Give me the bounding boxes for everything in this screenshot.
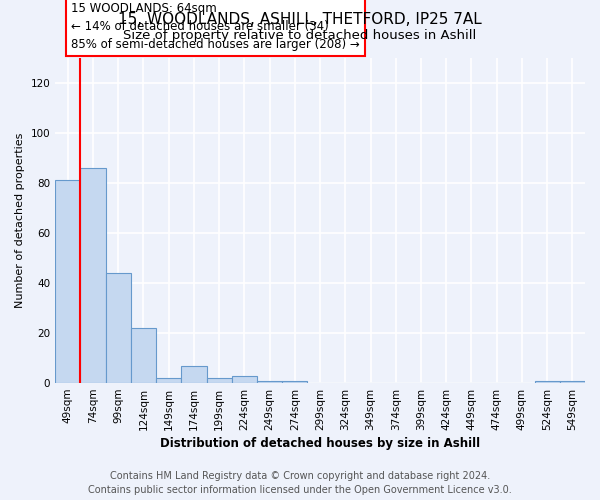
- Bar: [232, 376, 257, 383]
- Text: Contains HM Land Registry data © Crown copyright and database right 2024.
Contai: Contains HM Land Registry data © Crown c…: [88, 471, 512, 495]
- Bar: [206, 378, 232, 383]
- Y-axis label: Number of detached properties: Number of detached properties: [15, 132, 25, 308]
- Bar: [55, 180, 80, 383]
- X-axis label: Distribution of detached houses by size in Ashill: Distribution of detached houses by size …: [160, 437, 480, 450]
- Bar: [535, 380, 560, 383]
- Bar: [560, 380, 585, 383]
- Bar: [156, 378, 181, 383]
- Bar: [257, 380, 282, 383]
- Text: 15, WOODLANDS, ASHILL, THETFORD, IP25 7AL: 15, WOODLANDS, ASHILL, THETFORD, IP25 7A…: [118, 12, 482, 28]
- Bar: [181, 366, 206, 383]
- Text: 15 WOODLANDS: 64sqm
← 14% of detached houses are smaller (34)
85% of semi-detach: 15 WOODLANDS: 64sqm ← 14% of detached ho…: [71, 2, 360, 51]
- Bar: [131, 328, 156, 383]
- Bar: [106, 273, 131, 383]
- Bar: [80, 168, 106, 383]
- Bar: [282, 380, 307, 383]
- Text: Size of property relative to detached houses in Ashill: Size of property relative to detached ho…: [124, 29, 476, 42]
